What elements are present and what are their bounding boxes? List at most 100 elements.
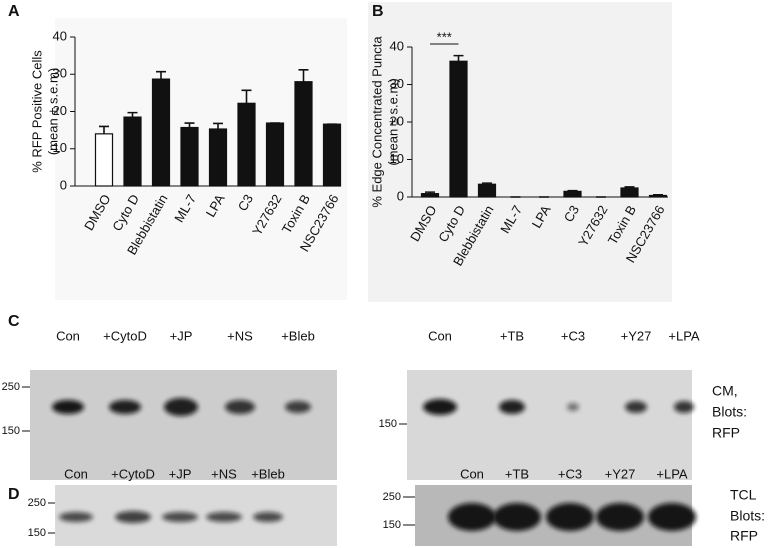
bar bbox=[180, 126, 199, 187]
y-tick-label: 30 bbox=[390, 76, 404, 91]
blot-band bbox=[52, 400, 84, 414]
marker-label: 150 bbox=[2, 425, 20, 437]
y-axis-label: (mean ± s.e.m) bbox=[385, 78, 400, 165]
marker-label: 250 bbox=[2, 381, 20, 393]
blot-band bbox=[225, 400, 255, 414]
marker-label: 150 bbox=[28, 527, 46, 539]
y-axis-label: (mean ± s.e.m) bbox=[45, 68, 60, 155]
lane-label: +Y27 bbox=[605, 466, 636, 481]
lane-label: +CytoD bbox=[103, 328, 147, 343]
lane-label: +LPA bbox=[656, 466, 688, 481]
lane-label: +JP bbox=[169, 466, 192, 481]
blot-caption: CM, bbox=[712, 383, 738, 399]
blot-band bbox=[59, 512, 93, 522]
x-tick-label: C3 bbox=[235, 192, 256, 214]
error-bar bbox=[298, 68, 309, 82]
lane-label: +Bleb bbox=[281, 328, 315, 343]
blot-caption: RFP bbox=[730, 528, 758, 544]
marker-label: 250 bbox=[383, 491, 401, 503]
blot-band bbox=[499, 400, 525, 414]
bar bbox=[648, 194, 668, 198]
y-axis-label: % Edge Concentrated Puncta bbox=[369, 36, 384, 208]
error-bar bbox=[567, 189, 578, 192]
error-bar bbox=[425, 191, 435, 194]
annotation: *** bbox=[437, 29, 452, 44]
bar bbox=[420, 193, 440, 198]
lane-label: +Y27 bbox=[621, 328, 652, 343]
error-bar bbox=[653, 193, 663, 196]
y-tick-label: 40 bbox=[390, 38, 404, 53]
panel-label: B bbox=[372, 3, 384, 20]
y-tick-label: 40 bbox=[53, 28, 67, 43]
panel-label: C bbox=[8, 313, 20, 330]
error-bar bbox=[482, 182, 492, 185]
marker-label: 250 bbox=[28, 497, 46, 509]
error-bar bbox=[213, 122, 223, 130]
bar bbox=[123, 116, 142, 187]
lane-label: Con bbox=[428, 328, 452, 343]
y-tick-label: 10 bbox=[390, 151, 404, 166]
blot-band bbox=[567, 403, 579, 411]
blot-band bbox=[115, 511, 151, 523]
blot-image bbox=[407, 370, 692, 480]
blot-caption: RFP bbox=[712, 425, 740, 441]
lane-label: Con bbox=[64, 466, 88, 481]
y-tick-label: 0 bbox=[397, 188, 404, 203]
y-tick-label: 10 bbox=[53, 140, 67, 155]
bar bbox=[563, 190, 582, 198]
error-bar bbox=[156, 70, 166, 80]
error-bar bbox=[127, 111, 138, 118]
lane-label: +C3 bbox=[558, 466, 582, 481]
bar bbox=[151, 78, 171, 187]
blot-band bbox=[423, 399, 457, 415]
y-tick-label: 30 bbox=[53, 66, 67, 81]
lane-label: Con bbox=[56, 328, 80, 343]
y-tick-label: 20 bbox=[53, 103, 67, 118]
lane-label: +JP bbox=[170, 328, 193, 343]
lane-label: +C3 bbox=[561, 328, 585, 343]
error-bar bbox=[624, 186, 635, 188]
x-tick-label: C3 bbox=[561, 203, 582, 225]
bar bbox=[449, 60, 468, 198]
blot-band bbox=[253, 512, 283, 522]
panel-label: D bbox=[8, 486, 20, 503]
marker-label: 150 bbox=[383, 519, 401, 531]
blot-caption: Blots: bbox=[730, 508, 765, 524]
blot-band bbox=[285, 401, 311, 413]
bar bbox=[477, 183, 497, 198]
blot-band bbox=[625, 401, 647, 413]
blot-band bbox=[493, 503, 541, 531]
blot-band bbox=[648, 503, 696, 531]
error-bar bbox=[453, 54, 464, 62]
blot-band bbox=[164, 398, 198, 416]
error-bar bbox=[99, 125, 109, 134]
blot-caption: TCL bbox=[730, 487, 757, 503]
error-bar bbox=[184, 122, 195, 128]
marker-label: 150 bbox=[379, 418, 397, 430]
blot-band bbox=[546, 503, 594, 531]
bar bbox=[322, 123, 342, 187]
blot-band bbox=[596, 503, 644, 531]
bar bbox=[237, 102, 256, 187]
y-axis-label: % RFP Positive Cells bbox=[29, 50, 44, 173]
bar bbox=[94, 133, 114, 187]
bar bbox=[208, 128, 228, 187]
lane-label: +Bleb bbox=[251, 466, 285, 481]
error-bar bbox=[241, 89, 252, 104]
lane-label: +NS bbox=[227, 328, 253, 343]
bar bbox=[620, 187, 639, 198]
panel-label: A bbox=[8, 3, 20, 20]
panel-bg bbox=[368, 2, 672, 302]
bar bbox=[294, 81, 313, 187]
blot-band bbox=[206, 512, 242, 522]
lane-label: Con bbox=[460, 466, 484, 481]
blot-band bbox=[162, 512, 198, 522]
blot-band bbox=[674, 401, 694, 413]
blot-caption: Blots: bbox=[712, 404, 747, 420]
blot-band bbox=[109, 400, 141, 414]
lane-label: +CytoD bbox=[111, 466, 155, 481]
y-tick-label: 0 bbox=[60, 177, 67, 192]
y-tick-label: 20 bbox=[390, 113, 404, 128]
bar bbox=[265, 122, 285, 187]
